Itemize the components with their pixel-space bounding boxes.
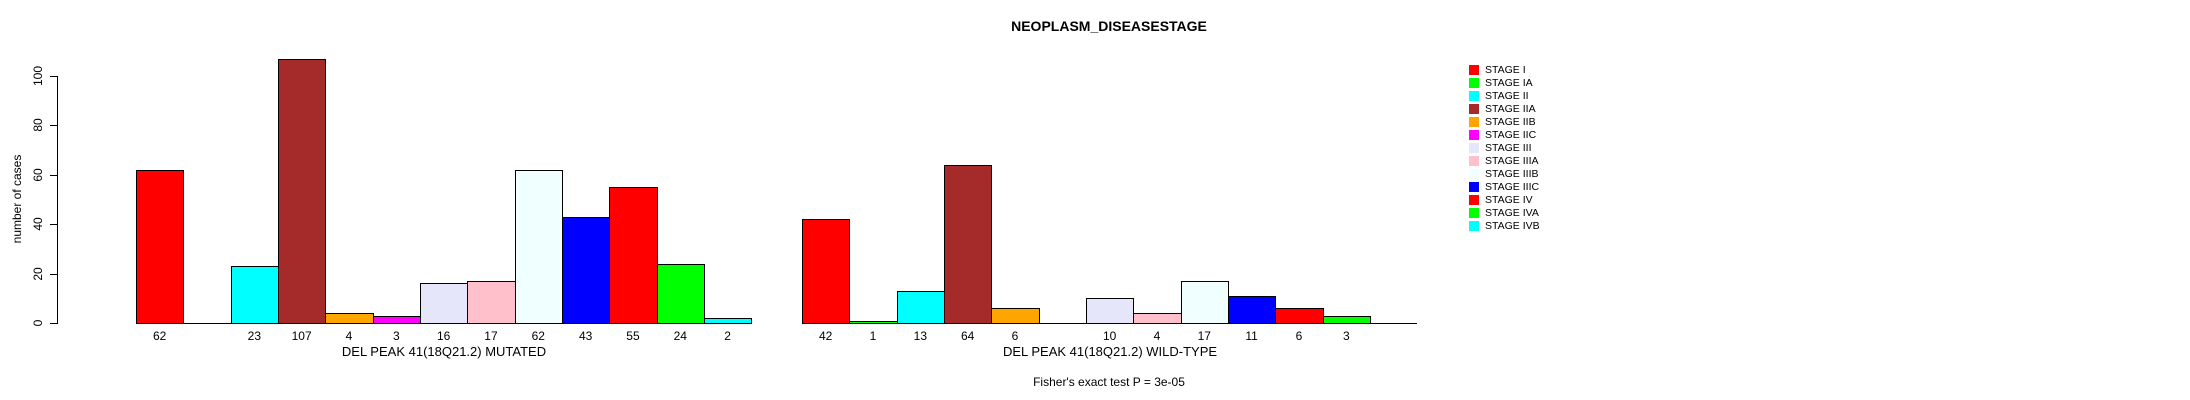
- y-tick-mark: [50, 174, 58, 176]
- x-axis-line-mutated: [136, 323, 752, 324]
- bar-value-label: 10: [1102, 329, 1117, 343]
- bar-stage-iiic: [1227, 295, 1277, 324]
- bar-stage-iv: [1275, 308, 1324, 324]
- bar-stage-iia: [277, 58, 327, 324]
- bar-value-label: 3: [392, 329, 400, 343]
- y-tick-mark: [50, 224, 58, 226]
- bar-value-label: 64: [960, 329, 975, 343]
- bar-value-label: 62: [531, 329, 545, 343]
- legend-label: STAGE IV: [1485, 193, 1533, 206]
- bar-stage-i: [802, 219, 851, 324]
- legend-label: STAGE IIB: [1485, 115, 1536, 128]
- bar-value-label: 1: [869, 329, 877, 343]
- legend-label: STAGE IIIB: [1485, 167, 1539, 180]
- bar-stage-iia: [943, 164, 993, 324]
- bar-value-label: 13: [913, 329, 927, 343]
- bar-stage-iiib: [1180, 281, 1229, 324]
- legend-label: STAGE IIIA: [1485, 154, 1539, 167]
- legend-label: STAGE III: [1485, 141, 1532, 154]
- bar-value-label: 4: [1153, 329, 1161, 343]
- legend-swatch-stage-iv: [1469, 195, 1479, 205]
- bar-stage-ii: [230, 266, 279, 324]
- bar-value-label: 55: [626, 329, 640, 343]
- x-axis-label-mutated: DEL PEAK 41(18Q21.2) MUTATED: [341, 344, 547, 359]
- legend-swatch-stage-iib: [1469, 117, 1479, 127]
- bar-value-label: 17: [1197, 329, 1211, 343]
- legend-swatch-stage-ia: [1469, 78, 1479, 88]
- bar-value-label: 16: [436, 329, 451, 343]
- y-tick-label: 40: [31, 217, 45, 231]
- x-axis-label-wildtype: DEL PEAK 41(18Q21.2) WILD-TYPE: [1002, 344, 1218, 359]
- bar-value-label: 17: [484, 329, 498, 343]
- bar-value-label: 11: [1245, 329, 1258, 343]
- bar-stage-iiic: [561, 216, 611, 324]
- x-axis-line-wildtype: [802, 323, 1418, 324]
- bar-value-label: 43: [578, 329, 593, 343]
- legend-label: STAGE IA: [1485, 76, 1533, 89]
- legend-label: STAGE IIIC: [1485, 180, 1540, 193]
- y-tick-label: 0: [31, 319, 45, 327]
- y-tick-label: 100: [31, 65, 45, 87]
- bar-value-label: 6: [1011, 329, 1019, 343]
- legend-label: STAGE IIC: [1485, 128, 1537, 141]
- y-tick-mark: [50, 323, 58, 324]
- legend-label: STAGE IVB: [1485, 219, 1540, 232]
- bar-stage-iii: [1085, 298, 1135, 324]
- bar-value-label: 42: [818, 329, 833, 343]
- y-tick-label: 80: [31, 118, 45, 133]
- bar-value-label: 2: [724, 329, 731, 343]
- y-tick-mark: [50, 76, 58, 77]
- bar-value-label: 24: [673, 329, 687, 343]
- legend-swatch-stage-i: [1469, 65, 1479, 75]
- bar-stage-i: [136, 169, 185, 324]
- y-axis-line: [57, 76, 58, 324]
- bar-stage-iiib: [514, 169, 563, 324]
- legend-swatch-stage-iia: [1469, 104, 1479, 114]
- bar-value-label: 4: [345, 329, 353, 343]
- bar-stage-iii: [419, 283, 469, 324]
- bar-value-label: 23: [247, 329, 261, 343]
- legend-swatch-stage-iva: [1469, 208, 1479, 218]
- legend-swatch-stage-ivb: [1469, 221, 1479, 231]
- legend-swatch-stage-iiic: [1469, 182, 1479, 192]
- legend-swatch-stage-iii: [1469, 143, 1479, 153]
- legend-label: STAGE IVA: [1485, 206, 1539, 219]
- bar-value-label: 3: [1342, 329, 1350, 343]
- y-tick-label: 60: [31, 168, 45, 182]
- bar-stage-ii: [896, 290, 945, 324]
- bar-value-label: 6: [1295, 329, 1303, 343]
- bar-value-label: 107: [291, 329, 312, 343]
- bar-value-label: 62: [152, 329, 167, 343]
- bar-stage-iiia: [467, 281, 516, 324]
- bar-stage-iva: [656, 263, 705, 324]
- legend-label: STAGE II: [1485, 89, 1529, 102]
- legend-swatch-stage-ii: [1469, 91, 1479, 101]
- chart-title: NEOPLASM_DISEASESTAGE: [1011, 18, 1207, 34]
- y-tick-mark: [50, 125, 58, 127]
- y-axis-title: number of cases: [10, 154, 24, 244]
- legend-label: STAGE I: [1485, 63, 1526, 76]
- bar-stage-iv: [609, 187, 658, 324]
- fisher-test-note: Fisher's exact test P = 3e-05: [1033, 375, 1185, 389]
- bar-stage-iib: [991, 308, 1040, 324]
- legend-swatch-stage-iiia: [1469, 156, 1479, 166]
- y-tick-mark: [50, 273, 58, 275]
- legend-swatch-stage-iiib: [1469, 169, 1479, 179]
- legend-label: STAGE IIA: [1485, 102, 1536, 115]
- legend-swatch-stage-iic: [1469, 130, 1479, 140]
- y-tick-label: 20: [31, 266, 45, 281]
